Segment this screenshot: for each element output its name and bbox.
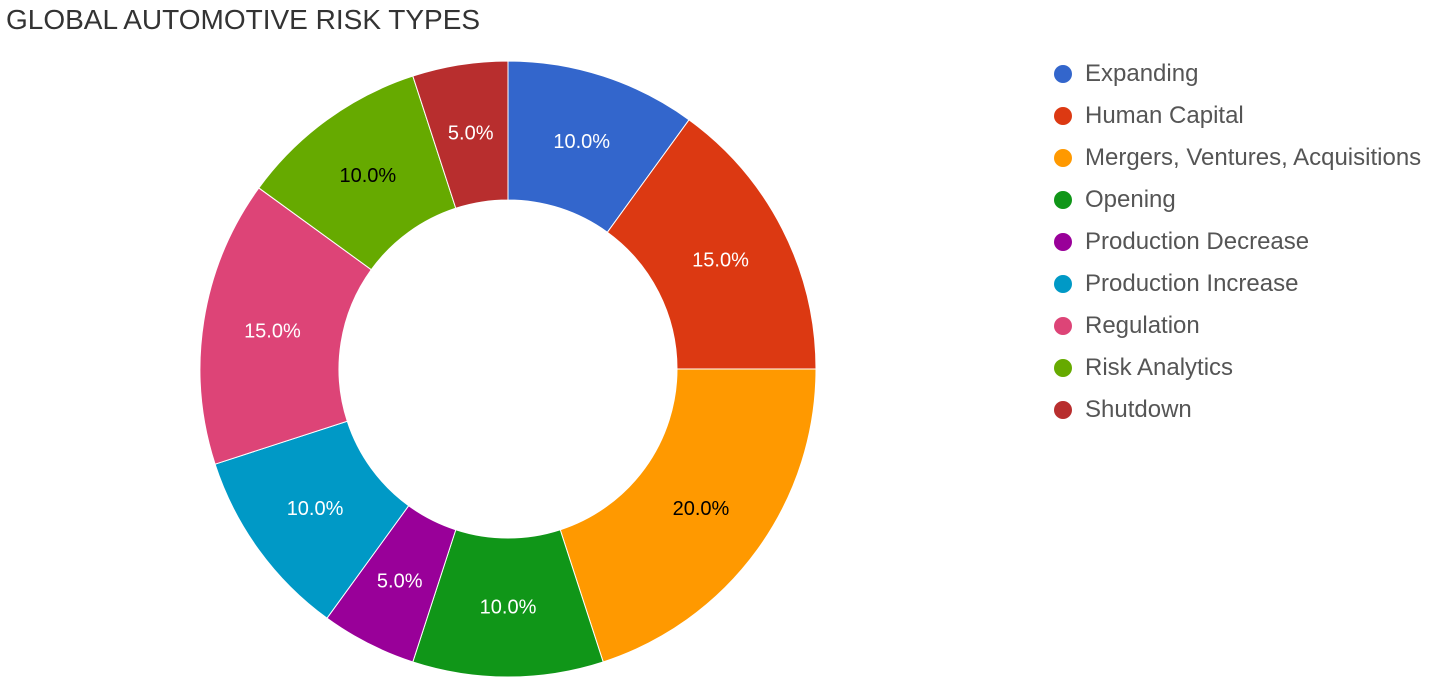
legend-swatch-icon bbox=[1054, 275, 1072, 293]
legend-swatch-icon bbox=[1054, 65, 1072, 83]
legend-label: Production Decrease bbox=[1085, 228, 1310, 255]
slice-label-production-increase: 10.0% bbox=[287, 498, 344, 520]
slice-label-production-decrease: 5.0% bbox=[377, 571, 423, 593]
legend-swatch-icon bbox=[1054, 233, 1072, 251]
legend-label: Mergers, Ventures, Acquisitions bbox=[1085, 144, 1422, 171]
slice-human-capital[interactable] bbox=[606, 119, 817, 370]
legend-item-production-increase[interactable]: Production Increase bbox=[1052, 263, 1421, 305]
chart-title: GLOBAL AUTOMOTIVE RISK TYPES bbox=[6, 4, 481, 35]
legend-label: Regulation bbox=[1085, 312, 1200, 339]
legend-swatch-icon bbox=[1054, 191, 1072, 209]
legend-item-human-capital[interactable]: Human Capital bbox=[1052, 95, 1421, 137]
legend-item-shutdown[interactable]: Shutdown bbox=[1052, 389, 1421, 431]
legend-item-opening[interactable]: Opening bbox=[1052, 179, 1421, 221]
slice-label-mergers-ventures-acquisitions: 20.0% bbox=[673, 498, 730, 520]
legend-label: Risk Analytics bbox=[1085, 354, 1234, 381]
donut-chart: 10.0% 15.0% 20.0% 10.0% 5.0% 10.0% 15.0% 10.0% 5… bbox=[199, 60, 817, 678]
legend-item-production-decrease[interactable]: Production Decrease bbox=[1052, 221, 1421, 263]
slice-label-opening: 10.0% bbox=[480, 597, 537, 619]
slice-shutdown[interactable] bbox=[412, 60, 509, 209]
chart-legend: Expanding Human Capital Mergers, Ventures,… bbox=[1052, 53, 1421, 431]
legend-swatch-icon bbox=[1054, 107, 1072, 125]
slice-label-regulation: 15.0% bbox=[244, 321, 301, 343]
slice-label-risk-analytics: 10.0% bbox=[339, 165, 396, 187]
slice-label-expanding: 10.0% bbox=[553, 131, 610, 153]
legend-swatch-icon bbox=[1054, 149, 1072, 167]
legend-swatch-icon bbox=[1054, 401, 1072, 419]
legend-label: Human Capital bbox=[1085, 102, 1244, 129]
legend-label: Shutdown bbox=[1085, 396, 1192, 423]
legend-label: Production Increase bbox=[1085, 270, 1299, 297]
slice-regulation[interactable] bbox=[199, 187, 372, 465]
legend-swatch-icon bbox=[1054, 317, 1072, 335]
slice-label-human-capital: 15.0% bbox=[692, 250, 749, 272]
slice-mergers-ventures-acquisitions[interactable] bbox=[559, 368, 817, 663]
legend-label: Opening bbox=[1085, 186, 1176, 213]
legend-item-risk-analytics[interactable]: Risk Analytics bbox=[1052, 347, 1421, 389]
legend-swatch-icon bbox=[1054, 359, 1072, 377]
legend-label: Expanding bbox=[1085, 60, 1199, 87]
slice-label-shutdown: 5.0% bbox=[448, 122, 494, 144]
legend-item-expanding[interactable]: Expanding bbox=[1052, 53, 1421, 95]
legend-item-regulation[interactable]: Regulation bbox=[1052, 305, 1421, 347]
legend-item-mergers-ventures-acquisitions[interactable]: Mergers, Ventures, Acquisitions bbox=[1052, 137, 1421, 179]
